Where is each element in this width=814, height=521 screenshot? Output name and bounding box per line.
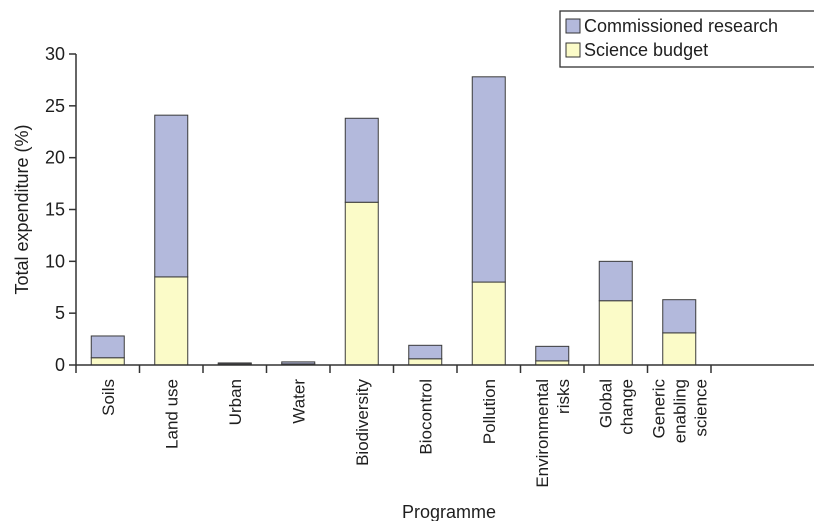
x-category-label: Water	[289, 379, 308, 424]
legend-swatch	[565, 42, 581, 58]
bar-segment-commissioned-research	[598, 260, 633, 302]
y-tick-label: 30	[45, 44, 65, 64]
x-category-label: Generic	[649, 379, 668, 439]
x-category-label: enabling	[670, 379, 689, 443]
bar-segment-science-budget	[662, 332, 697, 366]
x-category-label: Environmental	[533, 379, 552, 488]
legend-box	[559, 10, 814, 68]
legend: Commissioned research Science budget	[559, 10, 814, 68]
y-tick-label: 20	[45, 148, 65, 168]
x-category-label: Global	[596, 379, 615, 428]
bar-segment-science-budget	[598, 300, 633, 366]
bar-segment-commissioned-research	[90, 335, 125, 359]
y-tick-label: 10	[45, 251, 65, 271]
bar-segment-commissioned-research	[662, 299, 697, 334]
y-axis-title: Total expenditure (%)	[12, 124, 32, 294]
legend-label: Science budget	[584, 40, 708, 60]
bar-segment-commissioned-research	[344, 117, 379, 203]
x-category-label: risks	[554, 379, 573, 414]
x-category-label: Land use	[162, 379, 181, 449]
x-category-label: Urban	[226, 379, 245, 425]
bar-segment-commissioned-research	[535, 345, 570, 362]
bar-segment-science-budget	[90, 357, 125, 366]
x-category-label: change	[617, 379, 636, 435]
x-axis-title: Programme	[402, 502, 496, 521]
legend-label: Commissioned research	[584, 16, 778, 36]
legend-swatch	[565, 18, 581, 34]
bar-segment-commissioned-research	[154, 114, 189, 278]
y-ticks: 0 5 10 15 20 25 30	[45, 44, 76, 375]
y-tick-label: 5	[55, 303, 65, 323]
bar-segment-commissioned-research	[408, 344, 443, 360]
bar-segment-science-budget	[154, 276, 189, 366]
bar-segment-commissioned-research	[281, 361, 316, 365]
x-ticks: Soils Land use Urban Water Biodiversity Bioco…	[75, 365, 712, 488]
bar-segment-science-budget	[344, 201, 379, 366]
x-category-label: science	[691, 379, 710, 437]
bars-layer	[90, 76, 697, 366]
bar-segment-science-budget	[471, 281, 506, 366]
bar-segment-commissioned-research	[471, 76, 506, 283]
x-category-label: Biocontrol	[416, 379, 435, 455]
x-category-label: Pollution	[480, 379, 499, 444]
x-category-label: Soils	[99, 379, 118, 416]
bar-segment-science-budget	[408, 358, 443, 366]
bar-segment-commissioned-research	[217, 362, 252, 365]
y-tick-label: 25	[45, 96, 65, 116]
y-tick-label: 0	[55, 355, 65, 375]
y-tick-label: 15	[45, 200, 65, 220]
x-category-label: Biodiversity	[353, 379, 372, 466]
